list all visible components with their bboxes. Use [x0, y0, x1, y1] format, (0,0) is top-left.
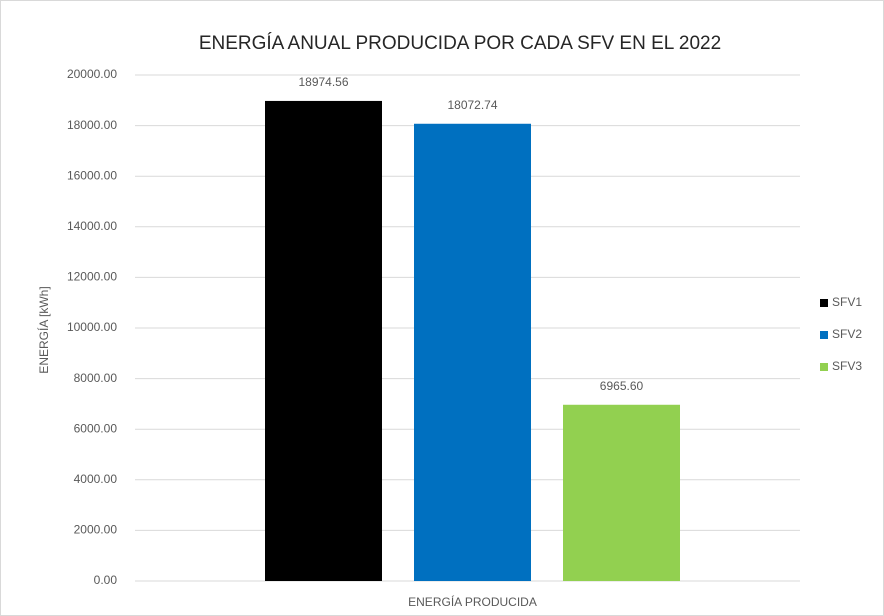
y-tick-label: 16000.00 — [67, 168, 117, 182]
bar — [414, 123, 531, 582]
y-tick-label: 0.00 — [94, 573, 118, 587]
y-tick-label: 14000.00 — [67, 219, 117, 233]
y-axis-label: ENERGÍA [kWh] — [36, 286, 51, 373]
data-label: 18974.56 — [298, 75, 348, 89]
legend-label: SFV2 — [832, 327, 862, 341]
legend-swatch — [820, 299, 828, 307]
y-tick-label: 8000.00 — [74, 371, 118, 385]
y-tick-label: 20000.00 — [67, 67, 117, 81]
y-tick-label: 6000.00 — [74, 421, 118, 435]
y-tick-label: 10000.00 — [67, 320, 117, 334]
y-tick-label: 2000.00 — [74, 523, 118, 537]
bar — [563, 404, 680, 581]
y-tick-label: 4000.00 — [74, 472, 118, 486]
x-tick-label: ENERGÍA PRODUCIDA — [408, 594, 537, 609]
bar — [265, 100, 382, 581]
legend-swatch — [820, 363, 828, 371]
legend-label: SFV3 — [832, 359, 862, 373]
legend-label: SFV1 — [832, 295, 862, 309]
legend-swatch — [820, 331, 828, 339]
y-tick-label: 12000.00 — [67, 270, 117, 284]
data-label: 6965.60 — [600, 379, 644, 393]
data-label: 18072.74 — [447, 98, 497, 112]
chart-title: ENERGÍA ANUAL PRODUCIDA POR CADA SFV EN … — [199, 33, 721, 54]
y-tick-label: 18000.00 — [67, 118, 117, 132]
